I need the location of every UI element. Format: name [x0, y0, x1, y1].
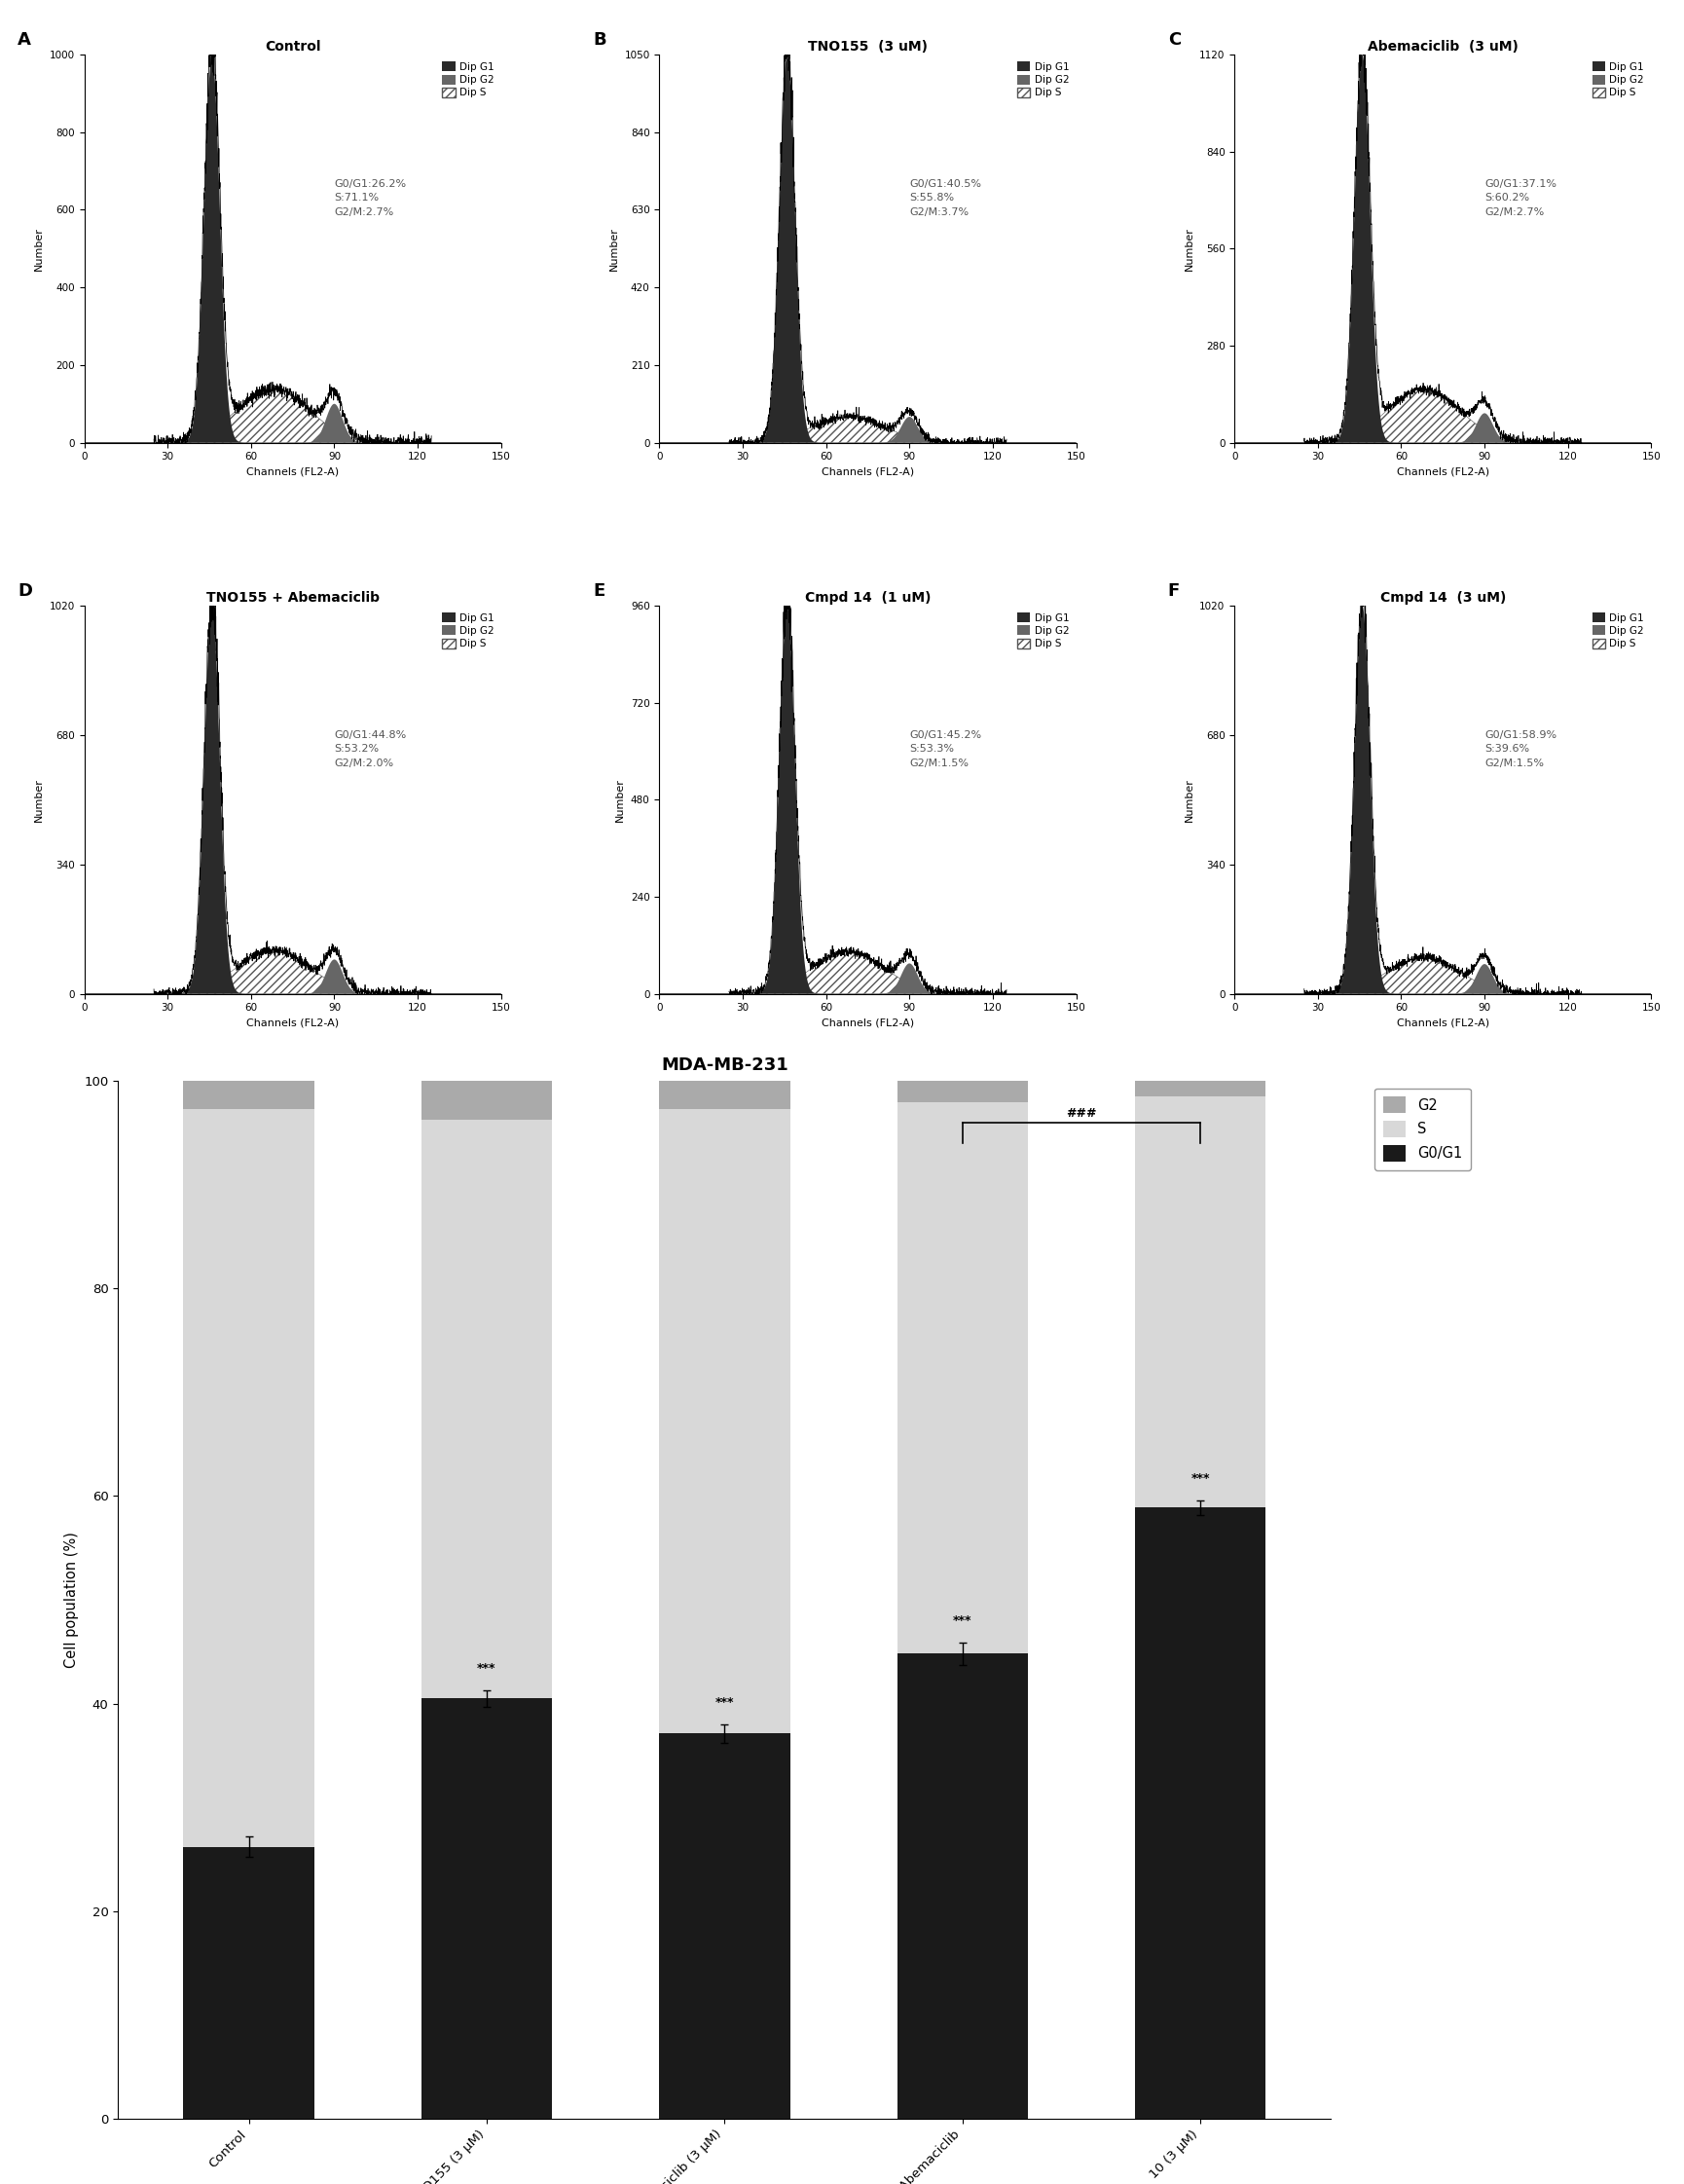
Bar: [896, 1653, 1027, 2118]
Title: Cmpd 14  (3 uM): Cmpd 14 (3 uM): [1379, 592, 1505, 605]
Text: G0/G1:26.2%
S:71.1%
G2/M:2.7%: G0/G1:26.2% S:71.1% G2/M:2.7%: [333, 179, 406, 218]
Bar: [421, 1699, 552, 2118]
Text: G0/G1:58.9%
S:39.6%
G2/M:1.5%: G0/G1:58.9% S:39.6% G2/M:1.5%: [1484, 729, 1556, 769]
Y-axis label: Number: Number: [34, 778, 44, 821]
Legend: Dip G1, Dip G2, Dip S: Dip G1, Dip G2, Dip S: [1590, 59, 1645, 100]
Legend: Dip G1, Dip G2, Dip S: Dip G1, Dip G2, Dip S: [1014, 59, 1071, 100]
Bar: [184, 1848, 313, 2118]
Bar: [658, 1081, 790, 1109]
Bar: [421, 1081, 552, 1120]
Y-axis label: Cell population (%): Cell population (%): [64, 1531, 79, 1669]
Title: Control: Control: [264, 39, 320, 52]
Legend: Dip G1, Dip G2, Dip S: Dip G1, Dip G2, Dip S: [1014, 612, 1071, 651]
Text: G0/G1:44.8%
S:53.2%
G2/M:2.0%: G0/G1:44.8% S:53.2% G2/M:2.0%: [333, 729, 406, 769]
Text: ***: ***: [714, 1697, 734, 1708]
Text: ***: ***: [1191, 1472, 1209, 1485]
X-axis label: Channels (FL2-A): Channels (FL2-A): [822, 1018, 913, 1029]
Title: TNO155  (3 uM): TNO155 (3 uM): [807, 39, 928, 52]
Y-axis label: Number: Number: [1184, 778, 1194, 821]
Text: ***: ***: [953, 1614, 972, 1627]
Text: ###: ###: [1066, 1107, 1096, 1120]
Bar: [658, 1734, 790, 2118]
Bar: [1135, 1081, 1265, 1096]
Bar: [658, 1109, 790, 1734]
Text: D: D: [17, 583, 32, 601]
Title: TNO155 + Abemaciclib: TNO155 + Abemaciclib: [205, 592, 379, 605]
Legend: Dip G1, Dip G2, Dip S: Dip G1, Dip G2, Dip S: [1590, 612, 1645, 651]
Text: ***: ***: [477, 1662, 495, 1675]
Bar: [896, 1081, 1027, 1103]
Text: G0/G1:40.5%
S:55.8%
G2/M:3.7%: G0/G1:40.5% S:55.8% G2/M:3.7%: [909, 179, 980, 218]
Bar: [1135, 1096, 1265, 1507]
Y-axis label: Number: Number: [34, 227, 44, 271]
Bar: [896, 1101, 1027, 1653]
Y-axis label: Number: Number: [615, 778, 625, 821]
Bar: [1135, 1507, 1265, 2118]
Title: MDA-MB-231: MDA-MB-231: [660, 1057, 788, 1075]
Bar: [421, 1120, 552, 1699]
Title: Abemaciclib  (3 uM): Abemaciclib (3 uM): [1367, 39, 1517, 52]
Bar: [184, 1081, 313, 1109]
Text: B: B: [593, 31, 606, 48]
X-axis label: Channels (FL2-A): Channels (FL2-A): [822, 467, 913, 476]
Text: E: E: [593, 583, 605, 601]
Text: G0/G1:45.2%
S:53.3%
G2/M:1.5%: G0/G1:45.2% S:53.3% G2/M:1.5%: [909, 729, 982, 769]
Legend: Dip G1, Dip G2, Dip S: Dip G1, Dip G2, Dip S: [440, 59, 495, 100]
Text: C: C: [1167, 31, 1180, 48]
Y-axis label: Number: Number: [1184, 227, 1194, 271]
Legend: Dip G1, Dip G2, Dip S: Dip G1, Dip G2, Dip S: [440, 612, 495, 651]
X-axis label: Channels (FL2-A): Channels (FL2-A): [1396, 467, 1489, 476]
Bar: [184, 1109, 313, 1848]
X-axis label: Channels (FL2-A): Channels (FL2-A): [1396, 1018, 1489, 1029]
Text: A: A: [17, 31, 30, 48]
Title: Cmpd 14  (1 uM): Cmpd 14 (1 uM): [805, 592, 930, 605]
X-axis label: Channels (FL2-A): Channels (FL2-A): [246, 1018, 338, 1029]
Text: F: F: [1167, 583, 1179, 601]
Legend: G2, S, G0/G1: G2, S, G0/G1: [1374, 1088, 1470, 1171]
X-axis label: Channels (FL2-A): Channels (FL2-A): [246, 467, 338, 476]
Text: G0/G1:37.1%
S:60.2%
G2/M:2.7%: G0/G1:37.1% S:60.2% G2/M:2.7%: [1484, 179, 1556, 218]
Y-axis label: Number: Number: [610, 227, 618, 271]
